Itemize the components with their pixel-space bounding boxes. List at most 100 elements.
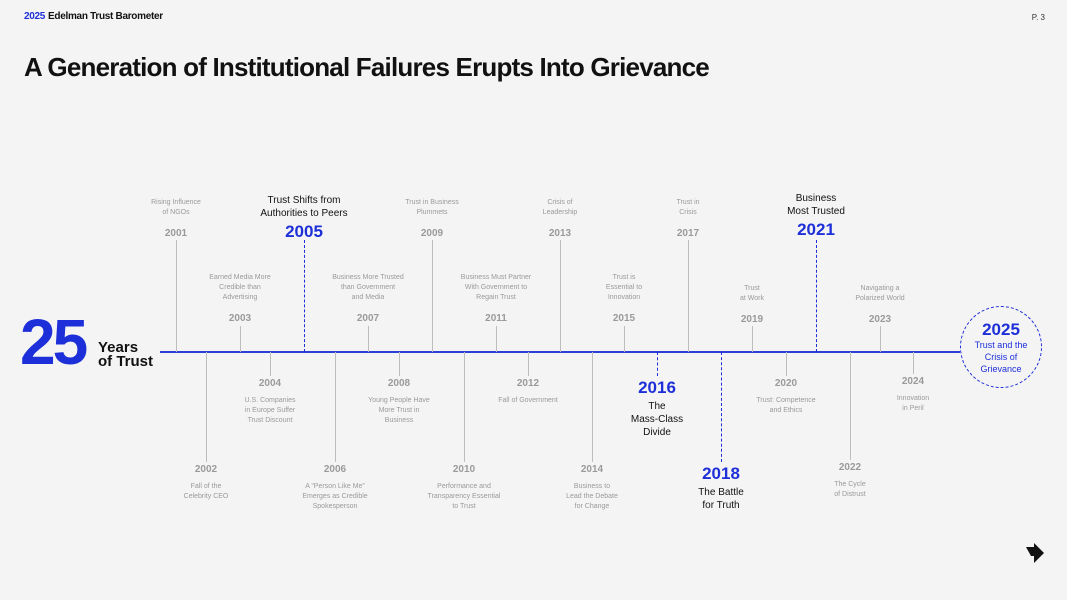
timeline-event-2017: Trust in Crisis 2017 xyxy=(676,198,699,239)
timeline-tick xyxy=(176,240,177,352)
timeline-tick xyxy=(592,352,593,462)
page-number: P. 3 xyxy=(1031,13,1045,22)
timeline-event-2016: 2016 The Mass-Class Divide xyxy=(631,378,683,439)
timeline-tick xyxy=(913,352,914,374)
event-label-line: Celebrity CEO xyxy=(183,493,229,500)
timeline-tick xyxy=(206,352,207,462)
timeline-event-2007: Business More Trusted than Government and … xyxy=(332,273,404,324)
brand-logo: 2025 Edelman Trust Barometer xyxy=(24,11,163,22)
event-year: 2021 xyxy=(797,220,835,239)
timeline-tick xyxy=(368,326,369,352)
hero-number: 25 xyxy=(20,306,88,378)
event-label-line: Polarized World xyxy=(855,295,905,302)
event-label-line: U.S. Companies xyxy=(244,397,296,404)
timeline-tick xyxy=(304,240,305,352)
event-year: 2002 xyxy=(194,464,218,475)
event-label: Crisis of Leadership xyxy=(543,198,578,218)
timeline-event-2014: 2014 Business to Lead the Debate for Change xyxy=(566,464,618,512)
event-year: 2001 xyxy=(164,228,188,239)
event-label-line: and Ethics xyxy=(769,407,803,414)
event-label: Trust in Crisis xyxy=(676,198,699,218)
event-label-line: Plummets xyxy=(416,209,448,216)
timeline-tick xyxy=(624,326,625,352)
event-label-line: Trust xyxy=(744,285,760,292)
event-label: Innovation in Peril xyxy=(897,394,929,414)
timeline-event-2018: 2018 The Battle for Truth xyxy=(698,464,744,512)
event-label: Business More Trusted than Government and … xyxy=(332,273,404,303)
event-label: Trust Shifts from Authorities to Peers xyxy=(260,194,347,220)
event-year: 2010 xyxy=(452,464,476,475)
event-label-line: More Trust in xyxy=(378,407,420,414)
event-label-line: Trust: Competence xyxy=(756,397,816,404)
event-label: Business Most Trusted xyxy=(787,192,845,218)
event-label: Trust is Essential to Innovation xyxy=(606,273,642,303)
timeline-tick xyxy=(880,326,881,352)
hero-label: Years of Trust xyxy=(98,340,153,369)
timeline-tick xyxy=(270,352,271,376)
page-title: A Generation of Institutional Failures E… xyxy=(24,52,710,82)
event-label-line: Fall of Government xyxy=(498,397,558,404)
event-label-line: for Change xyxy=(574,503,610,510)
timeline-tick xyxy=(657,352,658,376)
event-label-line: Most Trusted xyxy=(787,206,845,217)
event-label-line: Fall of the xyxy=(190,483,222,490)
event-label-line: Innovation xyxy=(607,294,641,301)
event-year: 2004 xyxy=(258,378,282,389)
event-label: Performance and Transparency Essential to … xyxy=(428,482,501,512)
event-label: Trust: Competence and Ethics xyxy=(756,396,815,416)
timeline-event-2010: 2010 Performance and Transparency Essentia… xyxy=(428,464,501,512)
timeline-event-2022: 2022 The Cycle of Distrust xyxy=(834,462,866,500)
final-label-line: Grievance xyxy=(980,364,1022,374)
event-year: 2024 xyxy=(901,376,925,387)
event-label-line: Business xyxy=(795,193,837,204)
event-year: 2014 xyxy=(580,464,604,475)
timeline-event-2013: Crisis of Leadership 2013 xyxy=(543,198,578,239)
event-label: Rising Influence of NGOs xyxy=(151,198,201,218)
event-label-line: The Cycle xyxy=(834,481,866,488)
event-label: Earned Media More Credible than Advertisin… xyxy=(209,273,270,303)
timeline-event-2019: Trust at Work 2019 xyxy=(740,284,764,325)
event-label-line: Credible than xyxy=(219,284,261,291)
event-label-line: in Europe Suffer xyxy=(244,407,296,414)
timeline-event-2002: 2002 Fall of the Celebrity CEO xyxy=(184,464,229,502)
event-label-line: Transparency Essential xyxy=(427,493,501,500)
event-label: Trust in Business Plummets xyxy=(405,198,458,218)
event-label-line: for Truth xyxy=(702,500,740,511)
event-label: The Mass-Class Divide xyxy=(631,400,683,439)
event-year: 2017 xyxy=(676,228,700,239)
timeline-event-2004: 2004 U.S. Companies in Europe Suffer Trust … xyxy=(245,378,296,426)
arrow-right-icon[interactable] xyxy=(1024,543,1044,563)
timeline-event-2001: Rising Influence of NGOs 2001 xyxy=(151,198,201,239)
event-label-line: Performance and xyxy=(437,483,491,490)
timeline-tick xyxy=(560,240,561,352)
event-year: 2012 xyxy=(516,378,540,389)
brand-year: 2025 xyxy=(24,11,46,22)
event-label-line: Emerges as Credible xyxy=(302,493,368,500)
event-label-line: Trust in xyxy=(676,199,700,206)
event-label-line: Rising Influence xyxy=(151,199,201,206)
timeline-event-2020: 2020 Trust: Competence and Ethics xyxy=(756,378,815,416)
event-year: 2009 xyxy=(420,228,444,239)
timeline-event-2024: 2024 Innovation in Peril xyxy=(897,376,929,414)
brand-name: Edelman Trust Barometer xyxy=(48,11,163,22)
event-year: 2016 xyxy=(638,378,676,397)
final-label-line: Crisis of xyxy=(984,352,1018,362)
event-year: 2022 xyxy=(838,462,862,473)
event-label: A “Person Like Me” Emerges as Credible Spo… xyxy=(302,482,367,512)
timeline-tick xyxy=(240,326,241,352)
event-label-line: Divide xyxy=(643,427,671,438)
event-label-line: of NGOs xyxy=(162,209,190,216)
timeline-event-2003: Earned Media More Credible than Advertisin… xyxy=(209,273,270,324)
timeline-event-2005: Trust Shifts from Authorities to Peers 200… xyxy=(260,194,347,242)
event-label-line: Business to xyxy=(573,483,611,490)
event-label-line: With Government to xyxy=(464,284,528,291)
event-label-line: The Battle xyxy=(698,487,744,498)
event-label: The Cycle of Distrust xyxy=(834,480,866,500)
timeline-tick xyxy=(335,352,336,462)
event-year: 2003 xyxy=(228,313,252,324)
event-label-line: to Trust xyxy=(452,503,476,510)
event-label: The Battle for Truth xyxy=(698,486,744,512)
event-label-line: Advertising xyxy=(222,294,258,301)
timeline-tick xyxy=(752,326,753,352)
timeline-tick xyxy=(816,240,817,352)
